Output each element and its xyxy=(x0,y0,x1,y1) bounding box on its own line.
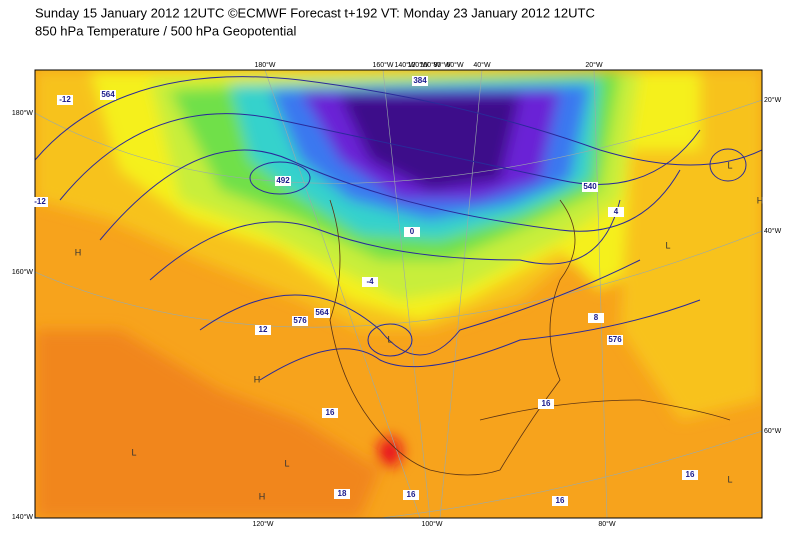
contour-label: 384 xyxy=(413,76,427,85)
right-label: 40°W xyxy=(764,227,782,235)
top-label: 140°W xyxy=(394,61,415,69)
contour-label-bg xyxy=(292,316,308,326)
contour-label-bg xyxy=(588,313,604,323)
contour-label: 576 xyxy=(293,316,307,325)
subtitle-line: 850 hPa Temperature / 500 hPa Geopotenti… xyxy=(35,23,297,38)
pressure-center: H xyxy=(259,491,266,501)
contour-label: 16 xyxy=(326,408,335,417)
left-label: 160°W xyxy=(12,268,33,276)
contour-label-bg xyxy=(57,95,73,105)
contour-label: 8 xyxy=(594,313,599,322)
pressure-center: H xyxy=(75,247,82,257)
top-label: 40°W xyxy=(473,61,491,69)
top-label: 180°W xyxy=(254,61,275,69)
top-label: 120°W xyxy=(407,61,428,69)
contour-label: 12 xyxy=(259,325,268,334)
pressure-center: L xyxy=(387,334,392,344)
map-frame xyxy=(34,69,763,519)
contour-label: 16 xyxy=(542,399,551,408)
right-label: 60°W xyxy=(764,427,782,435)
contour-label-bg xyxy=(607,335,623,345)
contour-label: 564 xyxy=(315,308,329,317)
top-label: 160°W xyxy=(372,61,393,69)
pressure-center: H xyxy=(757,195,764,205)
contour-label-bg xyxy=(362,277,378,287)
contour-label-bg xyxy=(334,489,350,499)
contour-label-bg xyxy=(32,197,48,207)
contour-label: -4 xyxy=(366,277,374,286)
contour-label-bg xyxy=(255,325,271,335)
contour-label-bg xyxy=(682,470,698,480)
top-label: 20°W xyxy=(585,61,603,69)
contour-label: 540 xyxy=(583,182,597,191)
title-line: Sunday 15 January 2012 12UTC ©ECMWF Fore… xyxy=(35,5,595,20)
bottom-label: 100°W xyxy=(421,520,442,528)
bottom-label: 80°W xyxy=(598,520,616,528)
contour-label: 16 xyxy=(686,470,695,479)
contour-label-bg xyxy=(322,408,338,418)
contour-label: 18 xyxy=(338,489,347,498)
left-label: 180°W xyxy=(12,109,33,117)
contour-label: -12 xyxy=(59,95,71,104)
bottom-label: 120°W xyxy=(252,520,273,528)
pressure-center: L xyxy=(284,458,289,468)
contour-label-bg xyxy=(552,496,568,506)
contour-label: 16 xyxy=(407,490,416,499)
pressure-center: H xyxy=(254,374,261,384)
contour-label-bg xyxy=(538,399,554,409)
pressure-center: L xyxy=(131,447,136,457)
right-label: 20°W xyxy=(764,96,782,104)
contour-label-bg xyxy=(403,490,419,500)
contour-label-bg xyxy=(608,207,624,217)
contour-label: 576 xyxy=(608,335,622,344)
contour-label: 492 xyxy=(276,176,290,185)
contour-label-bg xyxy=(275,176,291,186)
contour-label: -12 xyxy=(34,197,46,206)
pressure-center: L xyxy=(727,160,732,170)
contour-label-bg xyxy=(582,182,598,192)
temperature-field xyxy=(35,70,762,518)
top-label: 60°W xyxy=(446,61,464,69)
contour-label-bg xyxy=(412,76,428,86)
contour-label: 0 xyxy=(410,227,415,236)
contour-label: 4 xyxy=(614,207,619,216)
geopotential-contours xyxy=(35,76,762,381)
contour-label-bg xyxy=(314,308,330,318)
pressure-center: L xyxy=(727,474,732,484)
contour-label: 564 xyxy=(101,90,115,99)
contour-label-bg xyxy=(404,227,420,237)
contour-label-bg xyxy=(100,90,116,100)
top-label: 80°W xyxy=(433,61,451,69)
left-label: 140°W xyxy=(12,513,33,521)
top-label: 100°W xyxy=(419,61,440,69)
coastlines xyxy=(329,199,731,476)
contour-label: 16 xyxy=(556,496,565,505)
pressure-center: L xyxy=(665,240,670,250)
